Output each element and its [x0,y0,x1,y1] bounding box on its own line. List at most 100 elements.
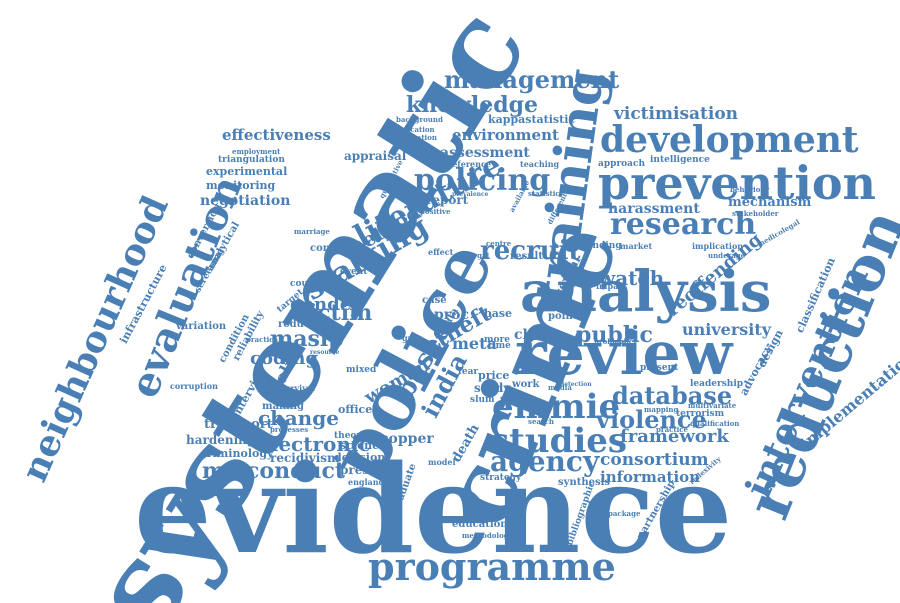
word-package: package [608,509,641,518]
word-mapping: mapping [644,405,679,414]
word-knowledge: knowledge [406,92,538,118]
word-problem: problem [594,337,627,346]
word-theory: theory [334,431,367,441]
word-base: base [484,307,513,320]
word-experimental: experimental [206,165,288,178]
word-agency: agency [490,445,600,478]
word-employment: employment [232,147,281,156]
word-detection: detection [560,381,592,388]
word-slum: slum [470,395,495,405]
word-making: making [262,401,305,412]
word-qualification: qualification [690,419,740,428]
word-time: time [488,341,511,351]
word-kappastatistic: kappastatistic [488,113,576,126]
word-practical: practical [246,335,281,344]
word-case: case [422,295,447,306]
word-behaviour: behaviour [730,185,770,194]
word-centre: centre [486,239,512,248]
word-reference: reference [448,159,491,169]
word-proc: proc [434,307,470,323]
word-medicolegal: medicolegal [755,217,802,249]
word-policing: policing [414,163,551,198]
word-multivariate: multivariate [688,401,737,410]
word-environment: environment [452,126,559,144]
word-information: information [600,468,701,486]
word-study: study [474,381,511,395]
word-framework: framework [620,426,729,447]
word-negotiation: negotiation [200,193,291,209]
word-recruit: recruit [480,236,581,266]
word-reduce: reduce [278,319,317,330]
word-allocation: allocation [398,133,437,142]
word-education: education [452,519,508,530]
word-search: search [528,417,554,426]
word-market: market [620,241,653,251]
word-masip: masip [270,326,344,352]
word-strategy: strategy [480,473,522,483]
word-management: management [444,65,620,94]
word-misconduct: misconduct [202,458,346,484]
word-background: background [396,115,443,124]
word-survival: survival [280,383,316,393]
word-presence: presence [340,463,401,477]
word-effect: effect [428,247,454,257]
word-publication: publication [390,125,435,134]
word-positive: positive [420,207,451,216]
word-recidivism: recidivism [270,451,340,465]
word-review: review [515,319,733,389]
word-marriage: marriage [294,227,330,236]
word-meta: meta [452,334,497,353]
word-harassment: harassment [608,201,700,217]
word-processes: processes [270,425,309,434]
word-methodology: methodology [462,531,513,540]
word-stakeholder: stakeholder [732,209,779,218]
word-legal: legal [470,251,490,260]
word-appraisal: appraisal [344,149,407,163]
word-dowry: dowry [350,253,377,263]
word-intelligence: intelligence [650,155,710,165]
word-report: report [426,193,469,207]
word-fear: fear [458,367,479,377]
word-effectiveness: effectiveness [222,126,331,144]
word-present: present [640,363,679,373]
word-transport: transport [204,417,273,432]
word-mixed: mixed [346,365,377,375]
word-price: price [478,369,510,382]
word-studies: studies [490,421,628,461]
word-impact: impact [596,281,627,291]
word-work: work [512,379,540,390]
word-implication: implication [692,241,744,251]
word-practice: practice [656,425,688,434]
word-synthesis: synthesis [558,477,611,488]
word-point: point [548,311,578,322]
word-gray: gray [402,333,422,343]
word-change: change [258,406,339,430]
word-officer: officer [338,403,379,416]
word-gender: gender [290,294,361,315]
word-assessment: assessment [440,145,530,161]
word-programme: programme [368,544,616,589]
word-triangulation: triangulation [218,155,285,165]
word-database: database [612,381,733,410]
word-copper: copper [380,431,434,447]
word-england: england [348,477,385,487]
word-statistic: statistic [528,189,560,198]
word-countrie: countrie [290,279,333,289]
word-toilet: toilet [540,297,564,307]
word-victimisation: victimisation [614,104,739,124]
word-policy: policy [614,337,638,346]
word-model: model [428,457,456,467]
word-monitoring: monitoring [206,179,276,192]
word-finding: finding [586,241,622,251]
word-watch: watch [598,266,665,290]
word-variation: variation [176,321,227,332]
word-victim: victim [296,300,373,326]
word-decision: decision [334,451,386,464]
word-event: event [340,267,368,277]
word-more: more [484,335,510,345]
word-consortium: consortium [600,450,709,470]
word-mechanism: mechanism [728,195,812,210]
word-coding: coding [250,348,319,369]
word-prevalence: prevalence [452,191,489,198]
